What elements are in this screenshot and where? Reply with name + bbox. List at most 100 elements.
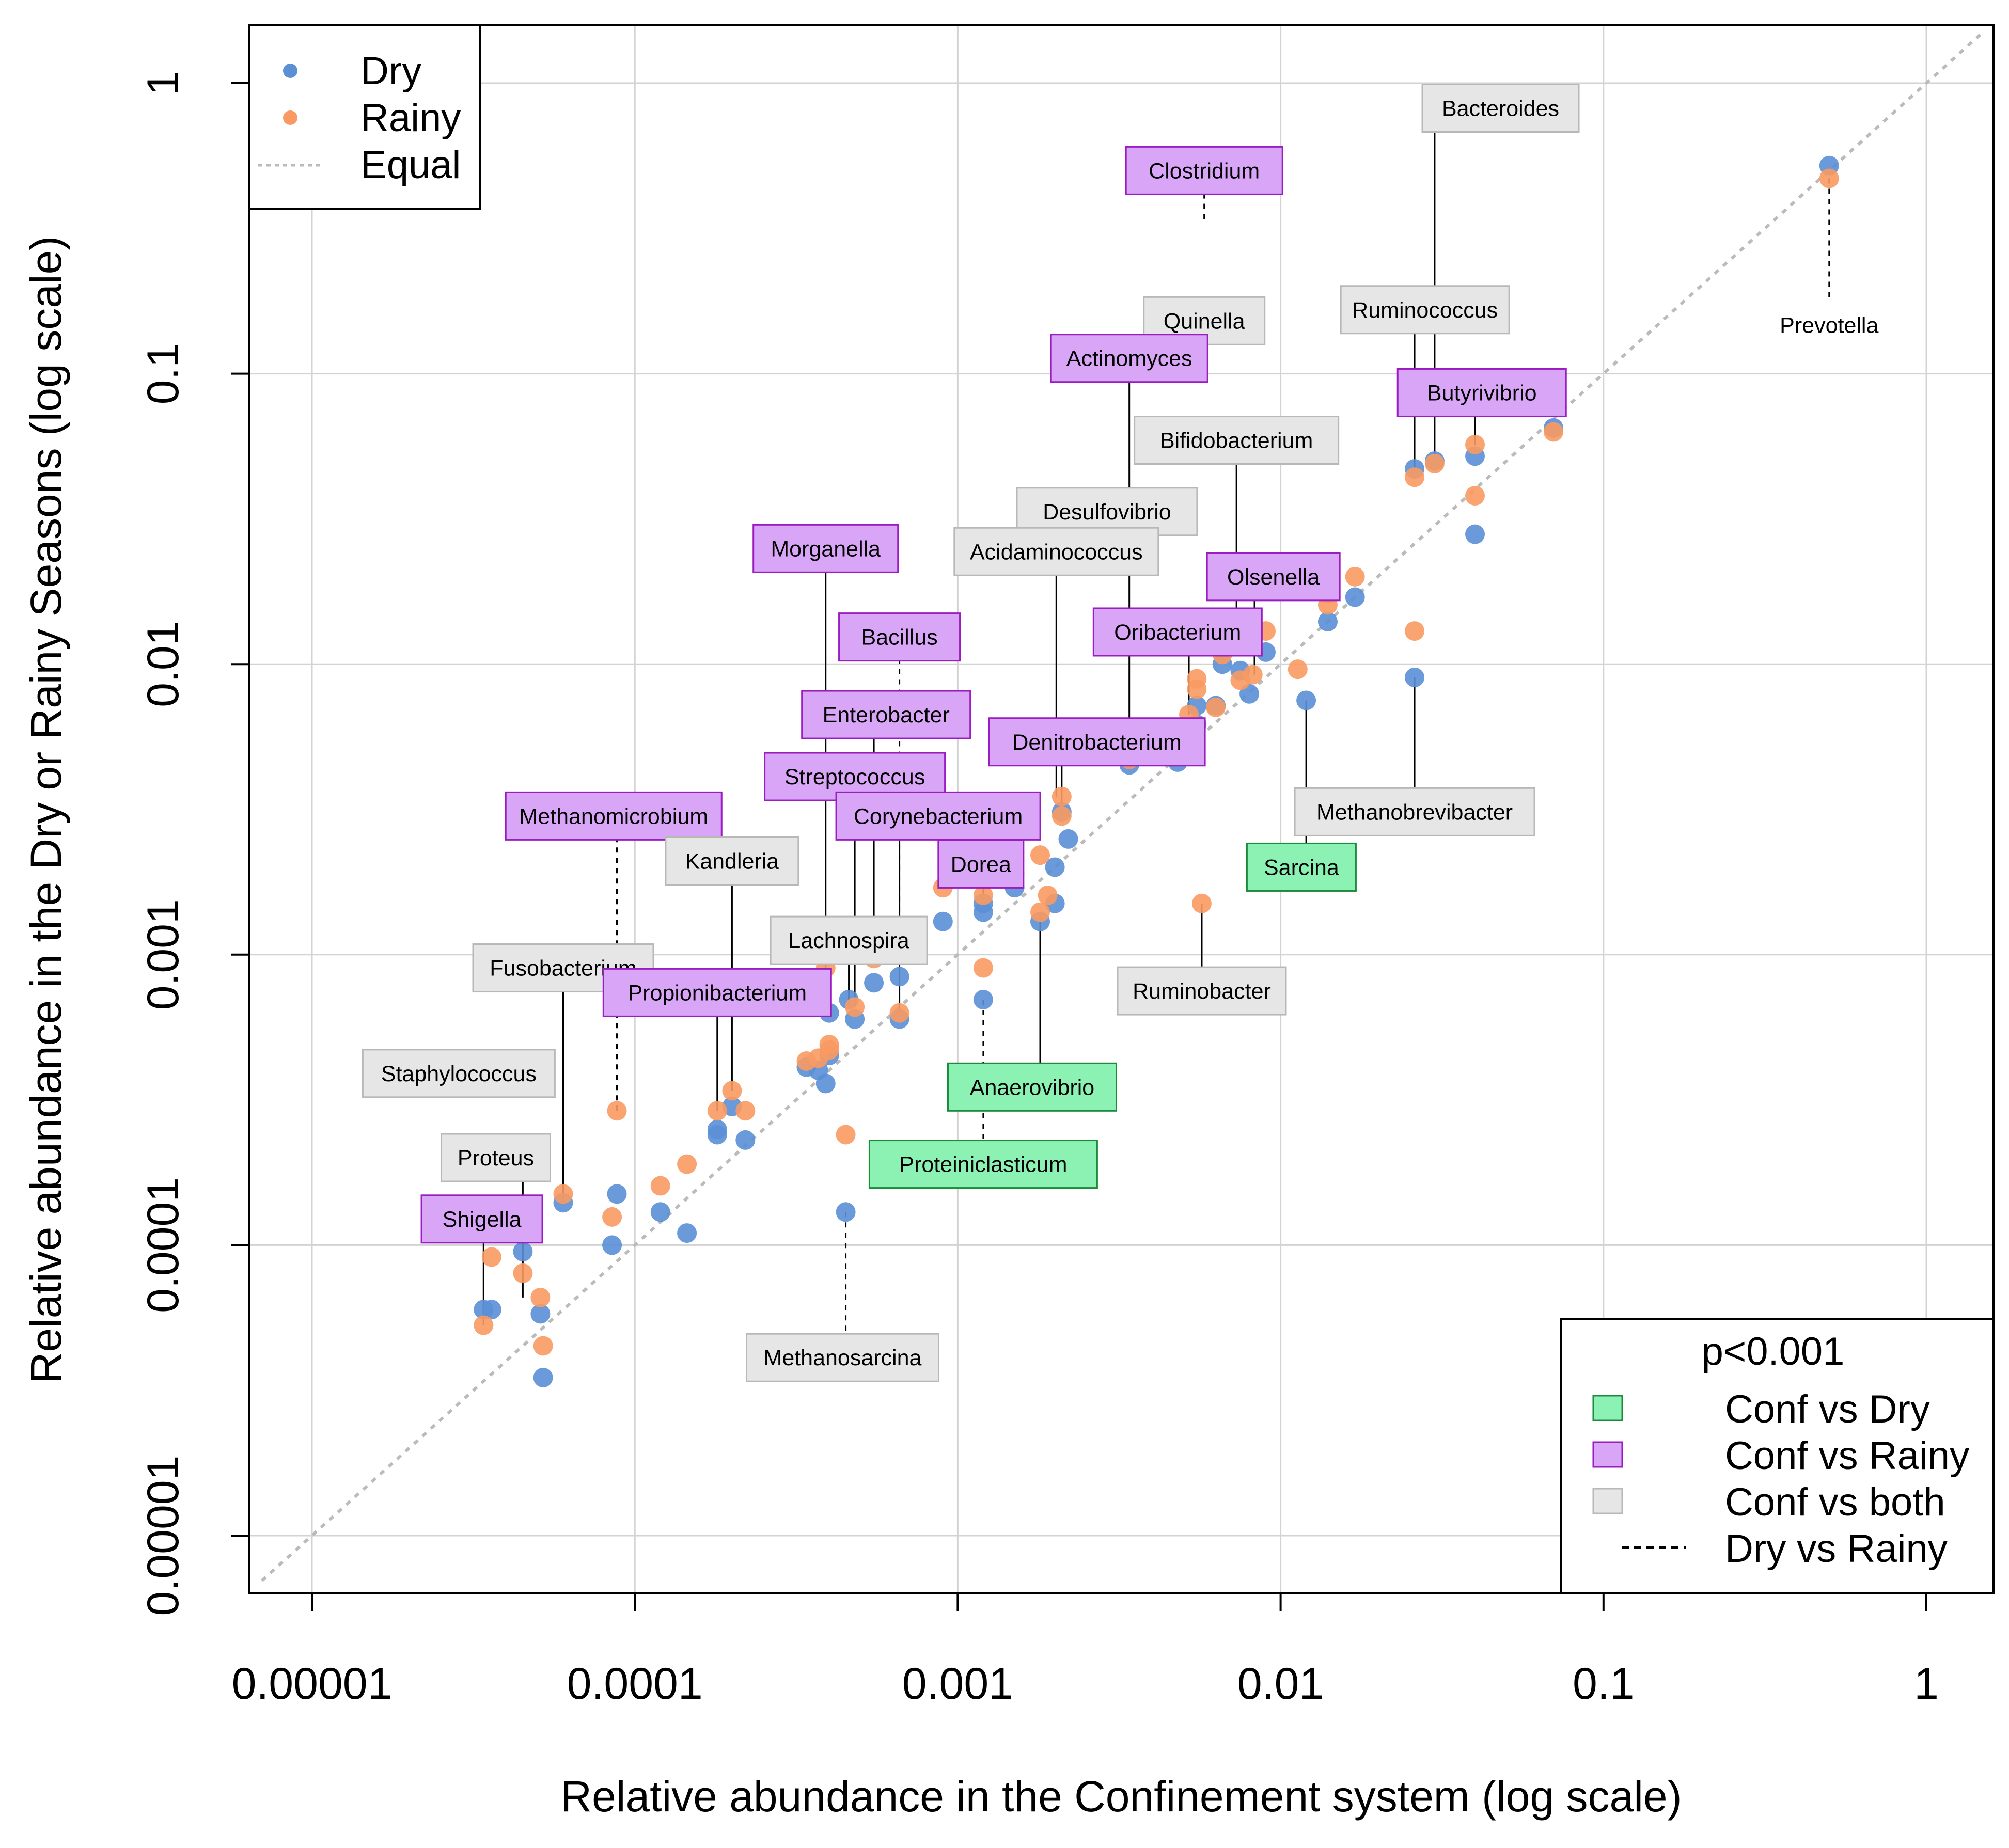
- point-dry: [1058, 829, 1078, 849]
- point-rainy: [845, 997, 865, 1017]
- genus-label-morganella: Morganella: [754, 525, 898, 572]
- x-tick-label: 0.00001: [232, 1659, 393, 1709]
- label-text-kandleria: Kandleria: [685, 849, 779, 874]
- point-rainy: [1052, 806, 1072, 826]
- label-text-oribacterium: Oribacterium: [1114, 620, 1241, 645]
- genus-label-propionibacterium: Propionibacterium: [603, 969, 831, 1016]
- point-rainy: [533, 1336, 553, 1356]
- y-tick-label: 0.0001: [138, 1177, 188, 1313]
- point-dry: [602, 1235, 622, 1255]
- point-rainy: [1544, 422, 1563, 441]
- genus-label-prevotella: Prevotella: [1780, 313, 1878, 338]
- significance-legend-title: p<0.001: [1702, 1330, 1845, 1373]
- label-text-shigella: Shigella: [443, 1207, 522, 1232]
- point-dry: [836, 1202, 856, 1222]
- point-rainy: [708, 1101, 727, 1120]
- point-dry: [1405, 668, 1424, 687]
- point-rainy: [1465, 486, 1485, 506]
- label-text-quinella: Quinella: [1164, 309, 1245, 334]
- x-tick-label: 0.01: [1237, 1659, 1324, 1709]
- label-text-propionibacterium: Propionibacterium: [628, 981, 807, 1005]
- legend-conf-vs-both-swatch: [1593, 1489, 1622, 1513]
- point-dry: [677, 1223, 697, 1243]
- point-rainy: [1052, 787, 1072, 807]
- point-rainy: [1038, 886, 1058, 905]
- label-text-acidaminococcus: Acidaminococcus: [970, 540, 1143, 564]
- point-rainy: [796, 1051, 816, 1071]
- label-text-bacteroides: Bacteroides: [1442, 96, 1559, 121]
- legend-rainy-label: Rainy: [360, 96, 461, 140]
- point-dry: [607, 1184, 626, 1204]
- label-text-methanobrevibacter: Methanobrevibacter: [1316, 800, 1513, 825]
- x-tick-label: 0.1: [1573, 1659, 1635, 1709]
- label-text-bifidobacterium: Bifidobacterium: [1160, 429, 1313, 453]
- genus-label-bifidobacterium: Bifidobacterium: [1135, 417, 1339, 464]
- genus-label-methanobrevibacter: Methanobrevibacter: [1295, 788, 1534, 835]
- genus-label-staphylococcus: Staphylococcus: [363, 1050, 555, 1097]
- label-text-staphylococcus: Staphylococcus: [381, 1062, 537, 1086]
- label-text-actinomyces: Actinomyces: [1066, 346, 1192, 371]
- label-text-methanosarcina: Methanosarcina: [764, 1346, 922, 1370]
- x-tick-label: 0.001: [902, 1659, 1013, 1709]
- genus-label-methanosarcina: Methanosarcina: [746, 1334, 938, 1381]
- y-axis-title: Relative abundance in the Dry or Rainy S…: [22, 236, 70, 1384]
- point-dry: [513, 1242, 532, 1261]
- point-rainy: [530, 1288, 550, 1307]
- label-text-ruminobacter: Ruminobacter: [1133, 979, 1271, 1004]
- point-rainy: [677, 1155, 697, 1174]
- legend-equal-label: Equal: [360, 143, 461, 187]
- genus-label-butyrivibrio: Butyrivibrio: [1398, 369, 1566, 416]
- genus-label-kandleria: Kandleria: [666, 838, 798, 885]
- genus-label-olsenella: Olsenella: [1207, 553, 1340, 601]
- genus-label-ruminobacter: Ruminobacter: [1118, 967, 1286, 1015]
- y-tick-label: 1: [138, 71, 188, 96]
- legend-dry-vs-rainy-label: Dry vs Rainy: [1725, 1527, 1948, 1571]
- label-text-dorea: Dorea: [951, 852, 1011, 877]
- y-tick-label: 0.001: [138, 899, 188, 1010]
- label-text-butyrivibrio: Butyrivibrio: [1427, 381, 1537, 405]
- legend-dry-marker: [283, 64, 297, 78]
- genus-label-enterobacter: Enterobacter: [802, 691, 970, 738]
- point-dry: [1296, 690, 1316, 710]
- label-text-anaerovibrio: Anaerovibrio: [970, 1075, 1094, 1100]
- label-text-corynebacterium: Corynebacterium: [854, 804, 1023, 829]
- point-rainy: [1192, 894, 1212, 913]
- label-text-denitrobacterium: Denitrobacterium: [1012, 730, 1181, 755]
- point-dry: [1345, 588, 1365, 607]
- point-rainy: [1405, 467, 1424, 487]
- point-dry: [864, 973, 884, 992]
- label-text-ruminococcus: Ruminococcus: [1352, 298, 1498, 323]
- point-dry: [735, 1130, 755, 1150]
- point-dry: [533, 1368, 553, 1387]
- genus-label-acidaminococcus: Acidaminococcus: [954, 528, 1158, 575]
- point-rainy: [1405, 621, 1424, 641]
- point-rainy: [1345, 567, 1365, 587]
- point-dry: [933, 912, 953, 931]
- y-tick-label: 0.00001: [138, 1456, 188, 1616]
- label-text-sarcina: Sarcina: [1264, 855, 1339, 880]
- point-rainy: [482, 1247, 501, 1267]
- point-rainy: [651, 1176, 670, 1196]
- point-dry: [890, 967, 909, 986]
- point-rainy: [974, 958, 993, 978]
- genus-label-actinomyces: Actinomyces: [1051, 335, 1207, 382]
- legend-conf-vs-dry-label: Conf vs Dry: [1725, 1387, 1930, 1431]
- point-dry: [974, 990, 993, 1009]
- legend-conf-vs-rainy-label: Conf vs Rainy: [1725, 1434, 1969, 1478]
- point-rainy: [554, 1184, 573, 1204]
- point-rainy: [890, 1003, 909, 1023]
- genus-label-bacillus: Bacillus: [839, 613, 960, 661]
- scatter-chart: BacteroidesClostridiumQuinellaRuminococc…: [0, 0, 2009, 1848]
- y-tick-label: 0.1: [138, 343, 188, 405]
- genus-label-shigella: Shigella: [421, 1195, 542, 1243]
- label-text-lachnospira: Lachnospira: [788, 928, 909, 953]
- significance-legend: p<0.001 Conf vs Dry Conf vs Rainy Conf v…: [1561, 1319, 1994, 1593]
- label-text-morganella: Morganella: [771, 536, 881, 561]
- point-dry: [1465, 525, 1485, 544]
- point-rainy: [1819, 168, 1839, 188]
- label-text-enterobacter: Enterobacter: [823, 703, 950, 728]
- legend-dry-label: Dry: [360, 49, 421, 93]
- point-rainy: [1288, 659, 1308, 679]
- genus-label-oribacterium: Oribacterium: [1093, 608, 1262, 656]
- genus-label-sarcina: Sarcina: [1247, 843, 1356, 891]
